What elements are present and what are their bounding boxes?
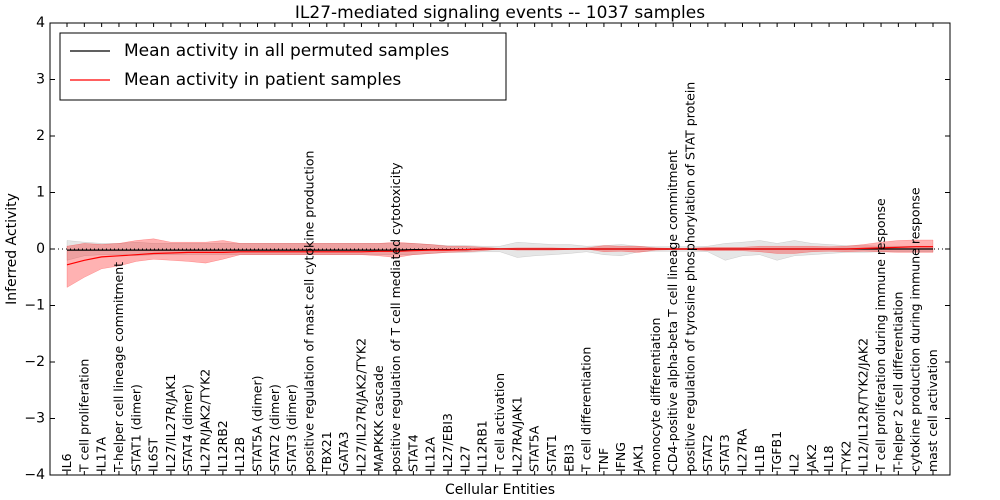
x-tick-label: positive regulation of tyrosine phosphor… [683, 82, 698, 472]
x-tick-label: IL12B [232, 437, 247, 472]
legend-label-permuted: Mean activity in all permuted samples [124, 41, 449, 61]
permuted-band [66, 240, 934, 261]
x-tick-label: IL18 [821, 445, 836, 472]
y-tick-label: 1 [36, 185, 45, 201]
x-tick-label: TNF [596, 448, 611, 473]
x-tick-label: T cell activation [492, 373, 507, 473]
x-tick-label: IL27 [457, 445, 472, 472]
y-tick-label: −2 [24, 354, 45, 370]
chart-title: IL27-mediated signaling events -- 1037 s… [295, 3, 705, 23]
x-tick-label: mast cell activation [925, 349, 940, 472]
y-tick-label: 4 [36, 15, 45, 31]
x-tick-label: CD4-positive alpha-beta T cell lineage c… [665, 150, 680, 472]
x-tick-label: STAT3 [717, 434, 732, 472]
x-tick-label: IL27/IL27R/JAK1 [163, 374, 178, 472]
x-tick-label: IL27RA/JAK1 [509, 396, 524, 472]
x-tick-label: STAT3 (dimer) [284, 384, 299, 472]
patient-mean-line [66, 246, 933, 266]
x-tick-label: STAT4 [405, 434, 420, 472]
x-tick-label: IL12RB1 [475, 420, 490, 472]
x-tick-label: STAT4 (dimer) [180, 384, 195, 472]
y-tick-label: −4 [24, 467, 45, 483]
x-tick-label: TGFB1 [769, 431, 784, 473]
x-tick-label: T cell differentiation [579, 347, 594, 473]
x-axis-label: Cellular Entities [445, 482, 555, 498]
x-tick-label: IL12RB2 [215, 420, 230, 472]
x-axis-ticks [66, 23, 934, 475]
x-tick-label: STAT5A (dimer) [250, 376, 265, 472]
y-tick-label: −1 [24, 298, 45, 314]
y-tick-label: −3 [24, 411, 45, 427]
x-tick-label: IL12/IL12R/TYK2/JAK2 [856, 338, 871, 472]
x-tick-label: STAT1 (dimer) [128, 384, 143, 472]
x-tick-label: T-helper cell lineage commitment [111, 262, 126, 473]
x-tick-label: IL27R/JAK2/TYK2 [198, 369, 213, 472]
x-tick-label: IL17A [94, 436, 109, 472]
plot-frame [49, 22, 951, 476]
y-axis: −4 −3 −2 −1 0 1 2 3 4 [24, 15, 950, 483]
y-tick-label: 0 [36, 241, 45, 257]
patient-band [66, 238, 934, 288]
x-tick-label: JAK2 [804, 444, 819, 473]
legend-box [59, 32, 507, 101]
x-tick-labels: IL6 T cell proliferation IL17A T-helper cel… [59, 82, 940, 473]
x-tick-label: IL27/EBI3 [440, 413, 455, 472]
x-tick-label: IL27/IL27R/JAK2/TYK2 [353, 338, 368, 472]
y-tick-label: 2 [36, 128, 45, 144]
x-tick-label: MAPKKK cascade [371, 365, 386, 472]
x-tick-label: STAT5A [527, 425, 542, 472]
x-tick-label: monocyte differentiation [648, 318, 663, 472]
legend-label-patient: Mean activity in patient samples [124, 70, 401, 90]
x-tick-label: IL1B [752, 445, 767, 472]
x-tick-label: TYK2 [838, 441, 853, 473]
y-axis-label: Inferred Activity [4, 193, 20, 305]
x-tick-label: T cell proliferation during immune respo… [873, 198, 888, 473]
x-tick-label: IL6 [59, 453, 74, 472]
x-tick-label: positive regulation of T cell mediated c… [388, 162, 403, 472]
x-tick-label: IL12A [423, 436, 438, 472]
x-tick-label: IFNG [613, 442, 628, 472]
x-tick-label: TBX21 [319, 431, 334, 473]
x-tick-label: STAT1 [544, 434, 559, 472]
x-tick-label: T-helper 2 cell differentiation [890, 292, 905, 473]
series-lines [66, 246, 933, 266]
x-tick-label: STAT2 (dimer) [267, 384, 282, 472]
x-tick-label: positive regulation of mast cell cytokin… [301, 151, 316, 472]
x-tick-label: cytokine production during immune respon… [908, 187, 923, 472]
legend: Mean activity in all permuted samples Me… [59, 32, 507, 101]
confidence-bands [66, 238, 934, 288]
x-tick-label: GATA3 [336, 432, 351, 472]
x-tick-label: IL6ST [146, 437, 161, 472]
x-tick-label: STAT2 [700, 434, 715, 472]
x-tick-label: IL2 [786, 453, 801, 472]
x-tick-label: JAK1 [631, 444, 646, 473]
x-tick-label: IL27RA [734, 428, 749, 472]
x-tick-label: EBI3 [561, 444, 576, 472]
x-tick-label: T cell proliferation [76, 359, 91, 473]
y-tick-label: 3 [36, 72, 45, 88]
